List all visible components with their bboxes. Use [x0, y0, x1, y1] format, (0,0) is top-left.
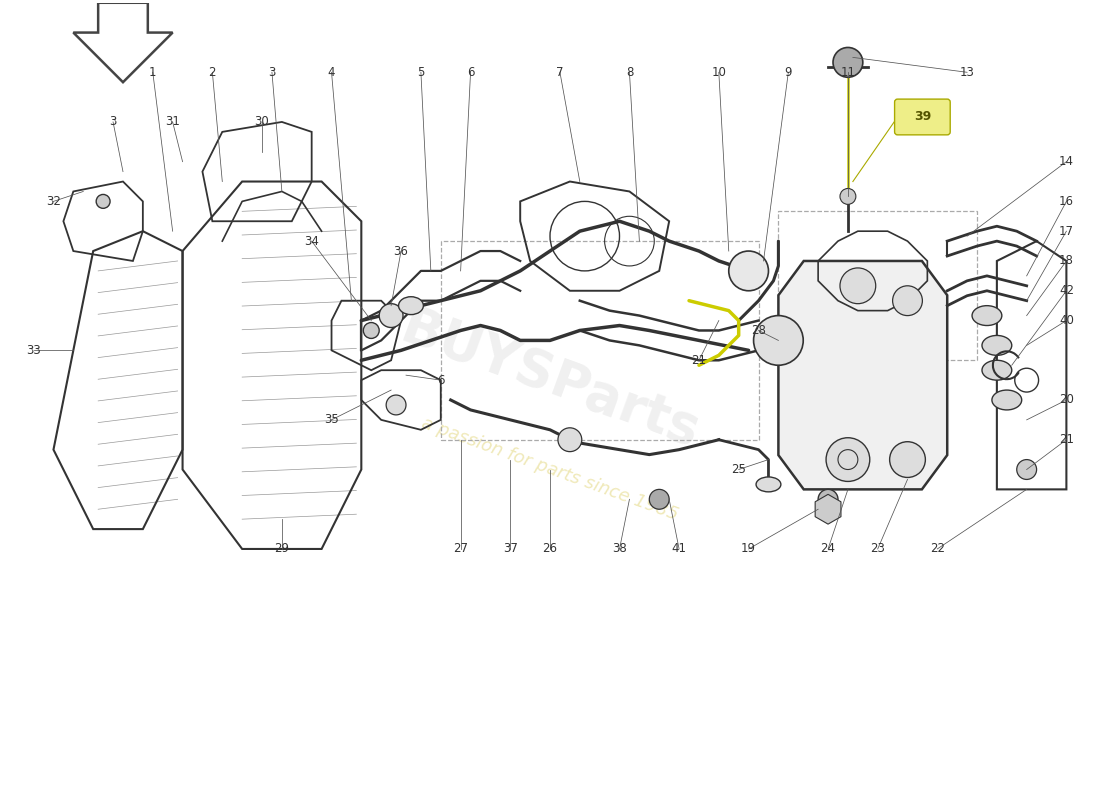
Text: 29: 29: [274, 542, 289, 555]
Text: 17: 17: [1059, 225, 1074, 238]
Text: 41: 41: [672, 542, 686, 555]
Text: 8: 8: [626, 66, 634, 78]
Text: 34: 34: [305, 234, 319, 248]
Text: 30: 30: [254, 115, 270, 129]
Text: 35: 35: [324, 414, 339, 426]
Text: 21: 21: [692, 354, 706, 366]
Ellipse shape: [972, 306, 1002, 326]
Circle shape: [840, 268, 876, 304]
Text: 9: 9: [784, 66, 792, 78]
Text: 11: 11: [840, 66, 856, 78]
Circle shape: [386, 395, 406, 415]
Text: 37: 37: [503, 542, 518, 555]
Ellipse shape: [982, 360, 1012, 380]
Text: a passion for parts since 1985: a passion for parts since 1985: [419, 414, 681, 525]
Text: 33: 33: [26, 344, 41, 357]
Text: 40: 40: [1059, 314, 1074, 327]
Circle shape: [649, 490, 669, 510]
Text: 4: 4: [328, 66, 336, 78]
Polygon shape: [779, 261, 947, 490]
Text: 2: 2: [209, 66, 216, 78]
FancyBboxPatch shape: [894, 99, 950, 135]
Text: 3: 3: [268, 66, 276, 78]
Circle shape: [892, 286, 923, 315]
Ellipse shape: [982, 335, 1012, 355]
Text: 7: 7: [557, 66, 563, 78]
Text: 6: 6: [437, 374, 444, 386]
Text: BUYSParts: BUYSParts: [394, 302, 706, 458]
Text: 26: 26: [542, 542, 558, 555]
Text: 32: 32: [46, 195, 60, 208]
Text: 13: 13: [959, 66, 975, 78]
Text: 16: 16: [1059, 195, 1074, 208]
Text: 24: 24: [821, 542, 836, 555]
Bar: [779, 211, 977, 360]
Circle shape: [558, 428, 582, 452]
Text: 23: 23: [870, 542, 886, 555]
Text: 28: 28: [751, 324, 766, 337]
Text: 27: 27: [453, 542, 469, 555]
Text: 14: 14: [1059, 155, 1074, 168]
Circle shape: [818, 490, 838, 510]
Text: 25: 25: [732, 463, 746, 476]
Circle shape: [363, 322, 379, 338]
Ellipse shape: [398, 297, 424, 314]
Circle shape: [754, 315, 803, 366]
Circle shape: [890, 442, 925, 478]
Ellipse shape: [992, 390, 1022, 410]
Text: 19: 19: [741, 542, 756, 555]
Text: 20: 20: [1059, 394, 1074, 406]
Text: 36: 36: [394, 245, 408, 258]
Circle shape: [728, 251, 769, 290]
Text: 21: 21: [1059, 434, 1074, 446]
Text: 6: 6: [466, 66, 474, 78]
Text: 10: 10: [712, 66, 726, 78]
Bar: [441, 241, 759, 440]
Circle shape: [379, 304, 403, 327]
Circle shape: [840, 189, 856, 204]
Text: 38: 38: [612, 542, 627, 555]
Ellipse shape: [756, 477, 781, 492]
Circle shape: [96, 194, 110, 208]
Circle shape: [1016, 459, 1036, 479]
Text: 3: 3: [109, 115, 117, 129]
Text: 1: 1: [148, 66, 156, 78]
Text: 31: 31: [165, 115, 180, 129]
Circle shape: [826, 438, 870, 482]
Text: 18: 18: [1059, 254, 1074, 267]
Text: 22: 22: [930, 542, 945, 555]
Text: 42: 42: [1059, 284, 1074, 298]
Text: 39: 39: [914, 110, 931, 123]
Text: 5: 5: [417, 66, 425, 78]
Circle shape: [833, 47, 862, 78]
